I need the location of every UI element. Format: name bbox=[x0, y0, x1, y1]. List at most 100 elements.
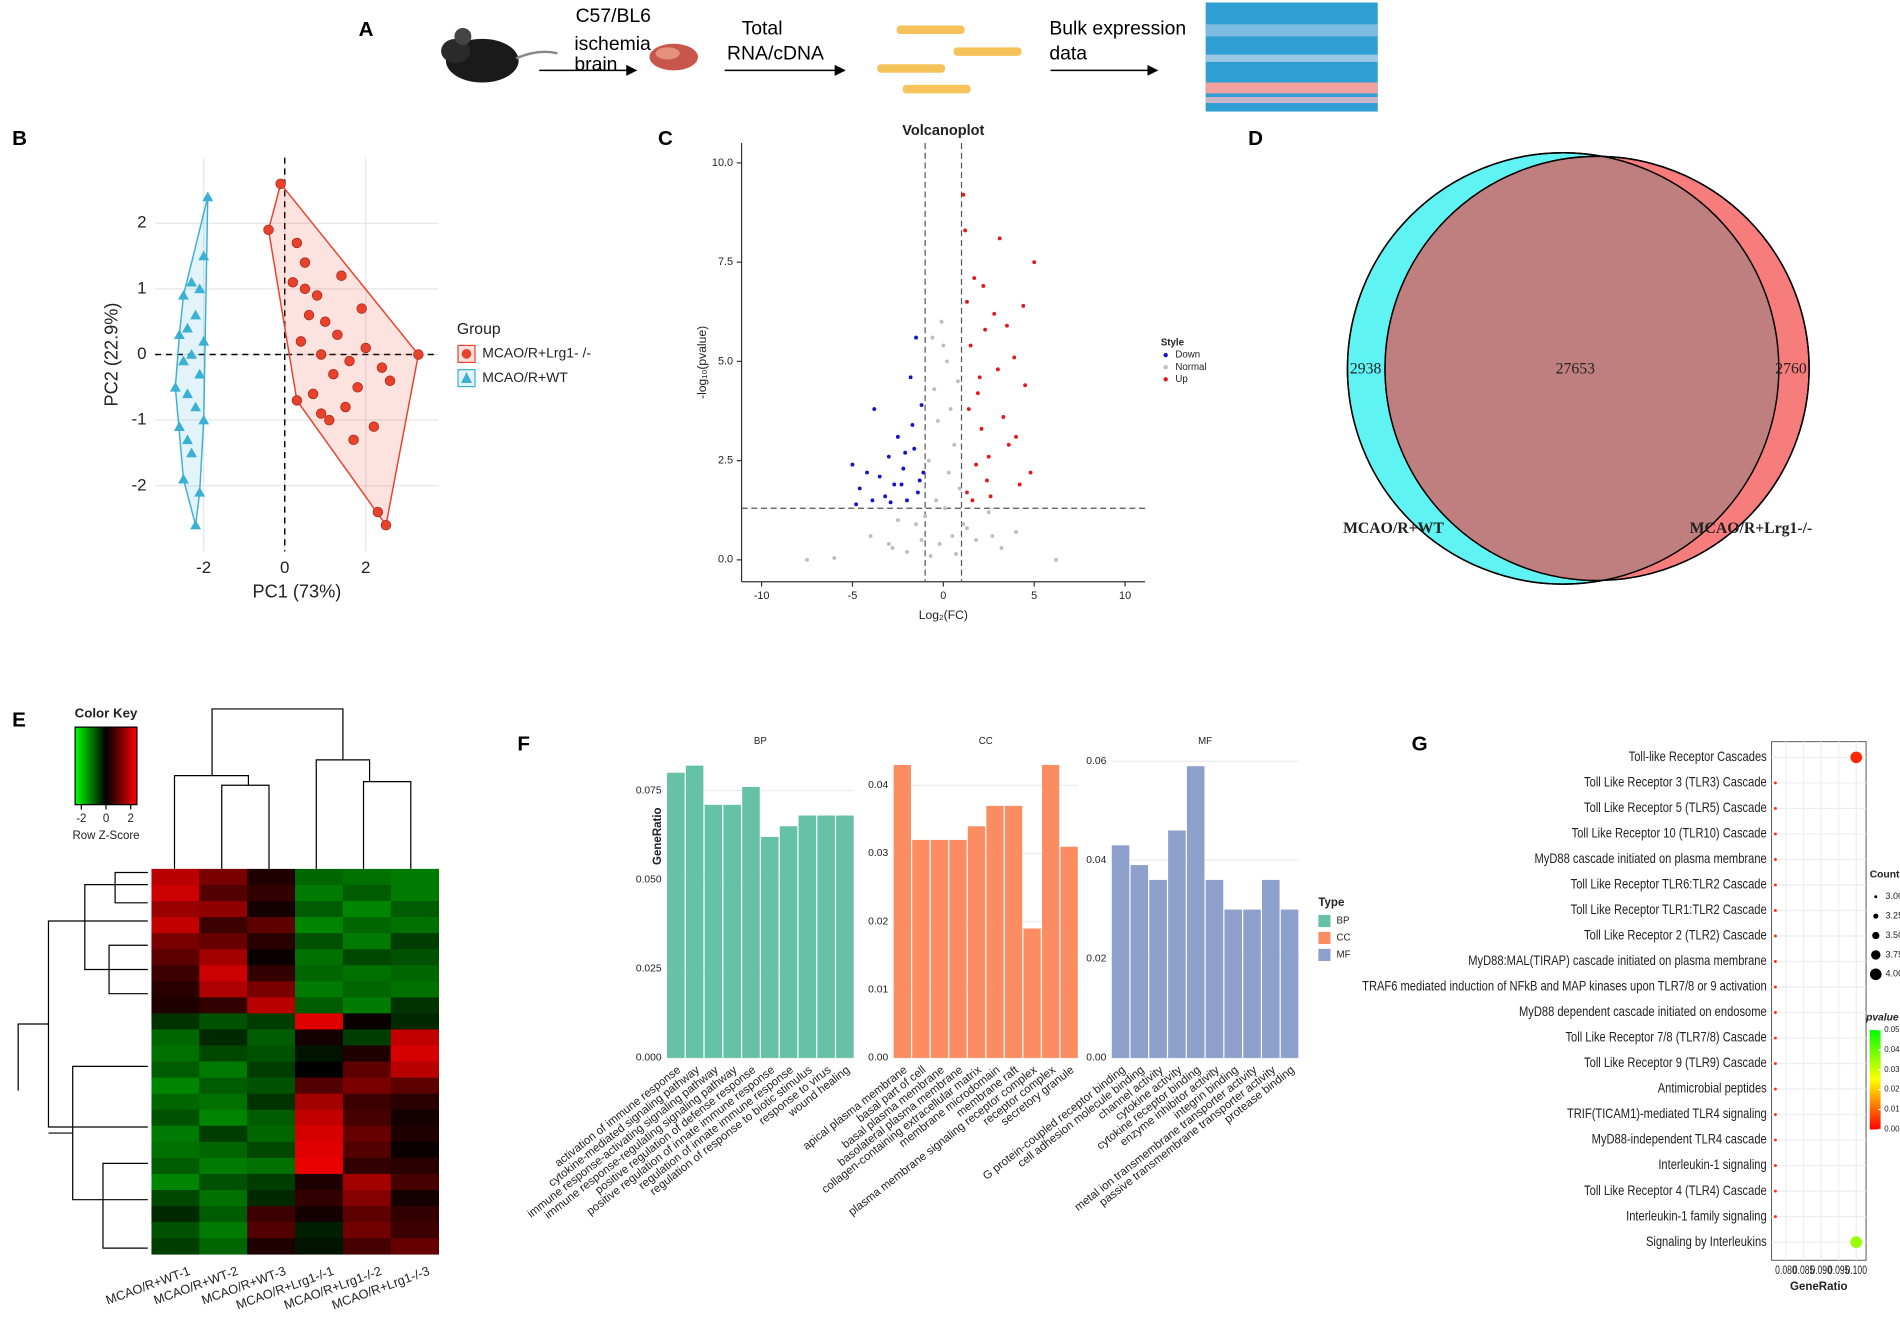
y-tick-label: Signaling by Interleukins bbox=[1646, 1234, 1767, 1249]
heat-cell bbox=[342, 868, 392, 886]
heat-cell bbox=[151, 1125, 200, 1143]
heat-cell bbox=[295, 1045, 344, 1062]
point bbox=[986, 510, 991, 515]
point bbox=[935, 418, 940, 423]
x-tick-label: 0.100 bbox=[1845, 1265, 1867, 1277]
venn-outline bbox=[1346, 152, 1780, 585]
y-tick-label: 10.0 bbox=[712, 157, 733, 169]
bar bbox=[723, 804, 741, 1058]
workflow-step: data bbox=[1049, 43, 1087, 65]
heat-cell bbox=[295, 1189, 344, 1207]
bar bbox=[1168, 830, 1186, 1058]
point bbox=[320, 316, 331, 327]
legend-title: Count bbox=[1870, 870, 1900, 881]
heat-cell bbox=[199, 1093, 248, 1111]
x-tick: 0.100 bbox=[1845, 1265, 1867, 1277]
bar bbox=[1023, 928, 1041, 1058]
point bbox=[972, 276, 977, 280]
heat-cell bbox=[295, 1141, 344, 1159]
point bbox=[937, 542, 942, 546]
heat-cell bbox=[199, 1125, 248, 1143]
expression-stripe bbox=[1205, 24, 1378, 37]
y-tick-label: Toll Like Receptor 5 (TLR5) Cascade bbox=[1584, 800, 1767, 815]
point bbox=[287, 277, 299, 288]
point bbox=[169, 381, 181, 392]
heat-cell bbox=[390, 1238, 440, 1255]
point bbox=[190, 519, 202, 530]
panel-label: B bbox=[12, 127, 27, 150]
heat-cell bbox=[199, 981, 248, 998]
y-tick-label: Toll Like Receptor TLR1:TLR2 Cascade bbox=[1571, 902, 1767, 917]
point bbox=[961, 522, 966, 527]
x-tick-label: 10 bbox=[1119, 590, 1131, 602]
point bbox=[975, 391, 980, 396]
y-tick-label: Toll Like Receptor 2 (TLR2) Cascade bbox=[1584, 928, 1767, 943]
heat-cell bbox=[151, 1029, 200, 1046]
point bbox=[182, 388, 193, 399]
heat-cell bbox=[342, 901, 392, 918]
point bbox=[923, 514, 928, 519]
point bbox=[295, 336, 307, 347]
workflow-step: brain bbox=[574, 54, 617, 76]
hull bbox=[174, 196, 209, 526]
heat-cell bbox=[390, 997, 440, 1014]
point bbox=[299, 257, 311, 268]
heat-cell bbox=[247, 1109, 296, 1127]
heat-cell bbox=[247, 868, 296, 886]
point bbox=[919, 403, 924, 407]
x-axis-label: Log₂(FC) bbox=[919, 608, 968, 622]
point bbox=[883, 494, 888, 499]
color-bar bbox=[1869, 1030, 1881, 1130]
workflow-step: Bulk expression bbox=[1049, 17, 1186, 39]
point bbox=[905, 498, 909, 503]
point bbox=[963, 228, 968, 233]
heat-cell bbox=[295, 884, 344, 902]
heat-cell bbox=[342, 884, 392, 902]
heat-cell bbox=[390, 1157, 440, 1175]
point bbox=[198, 250, 210, 261]
dot bbox=[1773, 1087, 1777, 1091]
y-tick-label: MyD88 cascade initiated on plasma membra… bbox=[1535, 851, 1767, 866]
heat-cell bbox=[151, 1222, 200, 1239]
x-tick-label: -10 bbox=[754, 590, 770, 602]
point bbox=[805, 557, 809, 562]
point bbox=[903, 450, 908, 455]
dot bbox=[1773, 1138, 1777, 1142]
y-tick-label: MyD88:MAL(TIRAP) cascade initiated on pl… bbox=[1468, 953, 1766, 968]
heat-cell bbox=[342, 917, 392, 934]
heat-cell bbox=[247, 1141, 296, 1159]
point bbox=[945, 359, 949, 364]
heat-cell bbox=[247, 1173, 296, 1191]
point bbox=[198, 414, 210, 425]
point bbox=[868, 534, 873, 538]
point bbox=[263, 224, 274, 236]
heat-cell bbox=[151, 1141, 200, 1159]
heat-cell bbox=[390, 933, 440, 950]
point bbox=[908, 375, 913, 380]
heat-cell bbox=[342, 1173, 392, 1191]
bar bbox=[1224, 909, 1243, 1058]
point bbox=[380, 519, 392, 531]
expression-stripe bbox=[1205, 54, 1378, 62]
y-tick-label: 2.5 bbox=[718, 455, 733, 467]
legend-marker bbox=[1163, 365, 1168, 370]
point bbox=[888, 500, 893, 505]
point bbox=[939, 319, 944, 324]
heat-cell bbox=[247, 949, 296, 966]
heat-cell bbox=[247, 1093, 296, 1111]
heat-cell bbox=[342, 1029, 392, 1046]
legend-label: MCAO/R+Lrg1- /- bbox=[482, 345, 591, 361]
point bbox=[943, 506, 948, 511]
point bbox=[173, 421, 185, 431]
panel-label: D bbox=[1248, 127, 1263, 150]
bar bbox=[779, 826, 798, 1058]
point bbox=[854, 502, 859, 507]
color-tick-label: 0.01 bbox=[1884, 1105, 1899, 1114]
legend-dot bbox=[1874, 895, 1878, 899]
heat-cell bbox=[390, 917, 440, 934]
key-tick-label: 2 bbox=[128, 813, 134, 825]
heat-cell bbox=[247, 933, 296, 950]
dendrograms bbox=[17, 708, 412, 1249]
heat-cell bbox=[390, 1125, 440, 1143]
point bbox=[332, 329, 343, 341]
